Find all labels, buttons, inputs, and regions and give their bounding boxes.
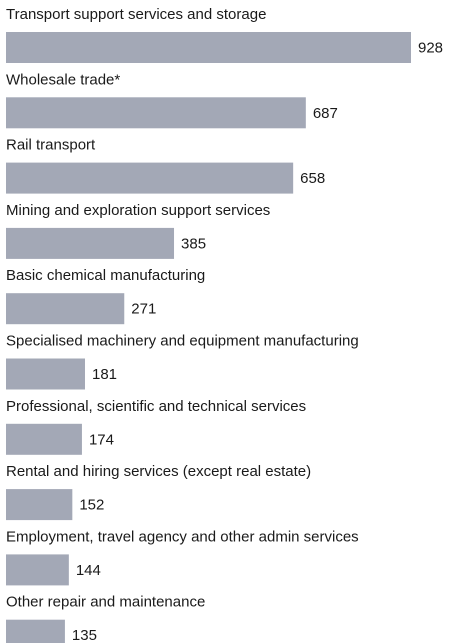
value-label: 687 <box>313 105 338 122</box>
bar <box>6 227 175 259</box>
category-label: Professional, scientific and technical s… <box>6 398 306 415</box>
value-label: 658 <box>300 170 325 187</box>
value-label: 144 <box>76 562 101 579</box>
value-label: 271 <box>131 301 156 318</box>
value-label: 152 <box>79 497 104 514</box>
value-label: 174 <box>89 431 114 448</box>
category-label: Other repair and maintenance <box>6 594 205 611</box>
bar <box>6 423 82 455</box>
category-label: Employment, travel agency and other admi… <box>6 528 359 545</box>
category-label: Basic chemical manufacturing <box>6 267 205 284</box>
bar <box>6 97 306 129</box>
value-label: 181 <box>92 366 117 383</box>
bar <box>6 619 65 643</box>
category-label: Rental and hiring services (except real … <box>6 463 311 480</box>
bar <box>6 162 294 194</box>
value-label: 928 <box>418 39 443 56</box>
bar <box>6 293 125 325</box>
category-label: Specialised machinery and equipment manu… <box>6 332 359 349</box>
category-label: Mining and exploration support services <box>6 202 270 219</box>
bar <box>6 489 73 521</box>
category-label: Transport support services and storage <box>6 6 266 23</box>
value-label: 385 <box>181 235 206 252</box>
value-label: 135 <box>72 627 97 643</box>
bar <box>6 358 85 390</box>
category-label: Rail transport <box>6 137 96 154</box>
bar <box>6 32 411 63</box>
bar <box>6 554 69 586</box>
category-label: Wholesale trade* <box>6 71 120 88</box>
